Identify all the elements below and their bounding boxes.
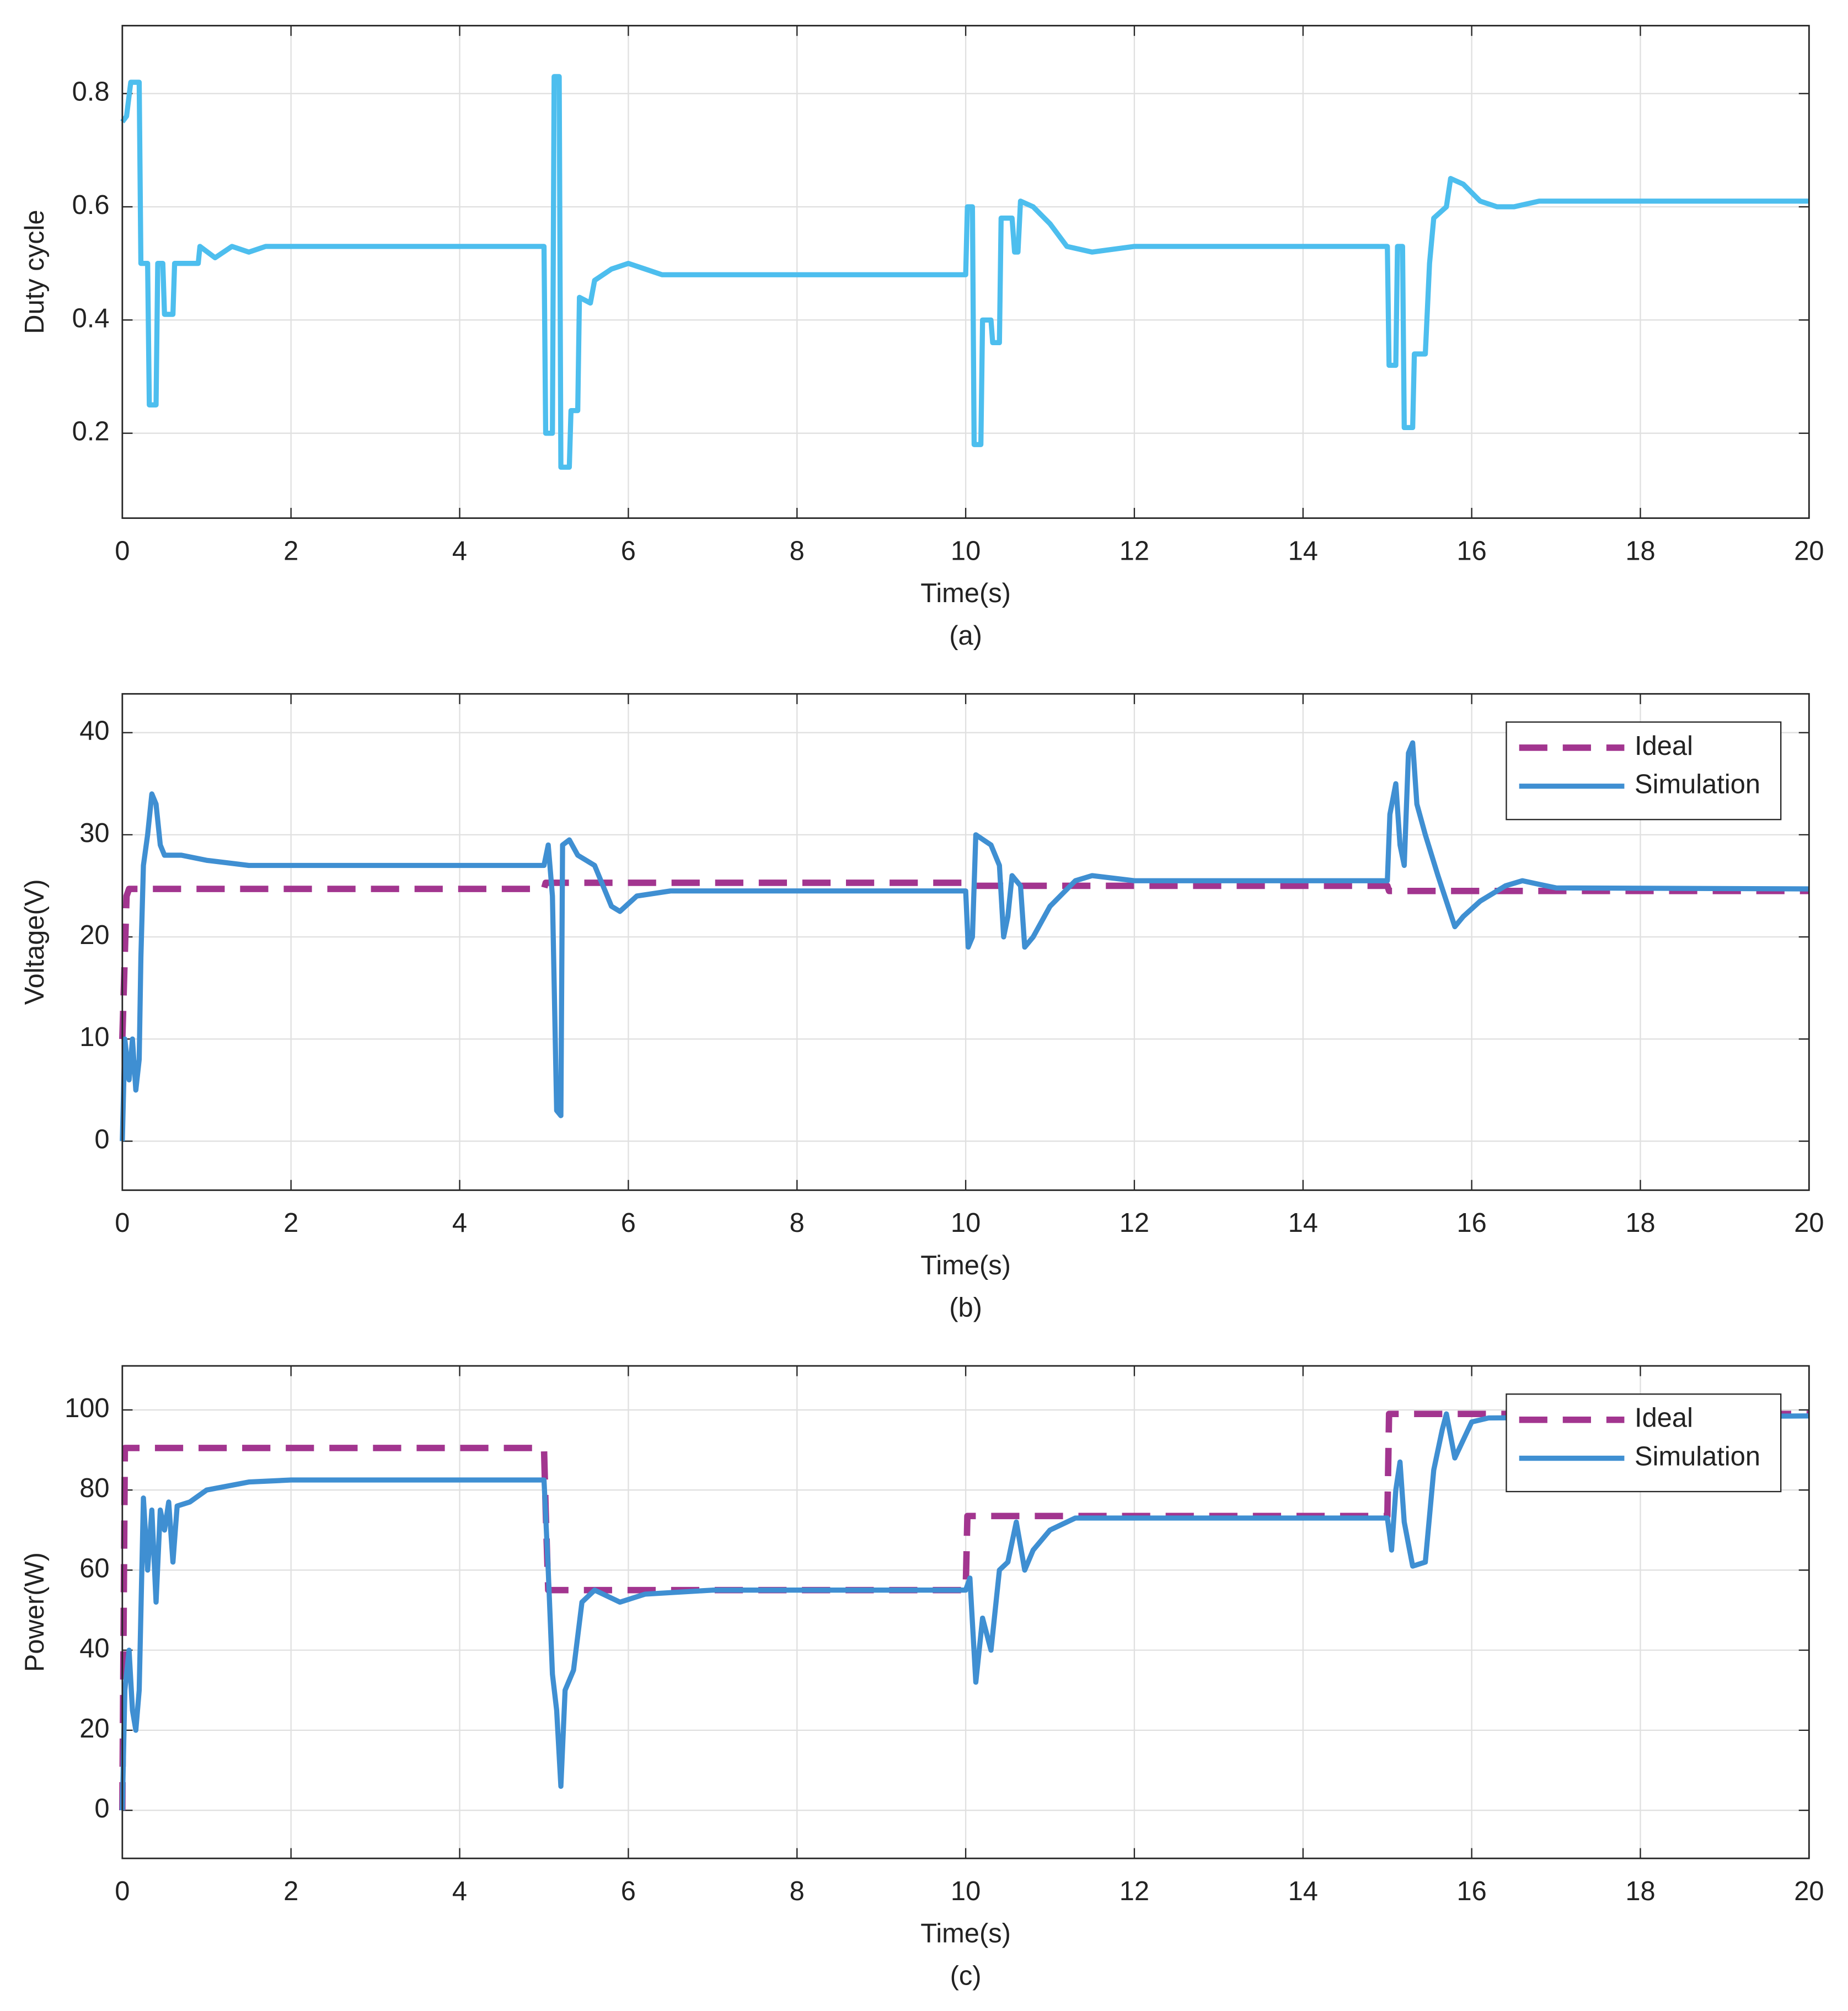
x-tick-label: 4 xyxy=(452,1876,467,1906)
x-tick-label: 20 xyxy=(1794,536,1824,566)
caption: (a) xyxy=(949,621,982,651)
x-tick-label: 12 xyxy=(1119,536,1149,566)
series-line xyxy=(119,1411,1809,1811)
x-tick-label: 12 xyxy=(1119,1876,1149,1906)
y-tick-label: 0 xyxy=(94,1124,109,1154)
x-tick-label: 14 xyxy=(1288,1876,1318,1906)
x-tick-label: 16 xyxy=(1457,1208,1487,1238)
y-tick-label: 60 xyxy=(79,1553,109,1583)
y-tick-label: 20 xyxy=(79,920,109,950)
x-axis-label: Time(s) xyxy=(920,578,1011,608)
x-tick-label: 20 xyxy=(1794,1876,1824,1906)
caption: (c) xyxy=(950,1961,982,1991)
y-tick-label: 0.4 xyxy=(72,303,110,333)
x-tick-label: 10 xyxy=(951,536,981,566)
x-tick-label: 16 xyxy=(1457,536,1487,566)
x-tick-label: 12 xyxy=(1119,1208,1149,1238)
plot-frame xyxy=(121,693,1810,1191)
x-tick-label: 8 xyxy=(790,1876,805,1906)
legend-label: Simulation xyxy=(1635,770,1760,800)
x-tick-label: 4 xyxy=(452,536,467,566)
series-line xyxy=(119,880,1809,1039)
x-tick-label: 0 xyxy=(115,1208,130,1238)
y-tick-label: 20 xyxy=(79,1714,109,1744)
legend-label: Ideal xyxy=(1635,731,1693,761)
x-tick-label: 18 xyxy=(1625,1208,1655,1238)
legend-box xyxy=(1506,721,1782,821)
x-tick-label: 14 xyxy=(1288,1208,1318,1238)
y-tick-label: 10 xyxy=(79,1022,109,1052)
y-tick-label: 0.2 xyxy=(72,417,110,447)
x-tick-label: 2 xyxy=(283,1208,298,1238)
legend-label: Ideal xyxy=(1635,1403,1693,1433)
x-tick-label: 18 xyxy=(1625,536,1655,566)
x-tick-label: 0 xyxy=(115,1876,130,1906)
x-tick-label: 10 xyxy=(951,1876,981,1906)
x-axis-label: Time(s) xyxy=(920,1251,1011,1280)
legend-box xyxy=(1506,1393,1782,1493)
plot-frame xyxy=(121,1365,1810,1859)
x-tick-label: 8 xyxy=(790,536,805,566)
y-tick-label: 100 xyxy=(65,1393,109,1423)
caption: (b) xyxy=(949,1293,982,1323)
series-line xyxy=(120,1411,1809,1811)
x-tick-label: 0 xyxy=(115,536,130,566)
y-tick-label: 0.6 xyxy=(72,190,110,220)
series-line xyxy=(120,740,1809,1141)
x-tick-label: 18 xyxy=(1625,1876,1655,1906)
x-tick-label: 16 xyxy=(1457,1876,1487,1906)
x-tick-label: 8 xyxy=(790,1208,805,1238)
x-tick-label: 14 xyxy=(1288,536,1318,566)
x-tick-label: 6 xyxy=(621,1876,636,1906)
x-tick-label: 10 xyxy=(951,1208,981,1238)
y-tick-label: 0 xyxy=(94,1794,109,1824)
y-tick-label: 30 xyxy=(79,818,109,848)
x-tick-label: 20 xyxy=(1794,1208,1824,1238)
y-tick-label: 80 xyxy=(79,1473,109,1503)
y-axis-label: Voltage(V) xyxy=(20,879,50,1005)
x-tick-label: 6 xyxy=(621,536,636,566)
y-axis-label: Power(W) xyxy=(20,1552,50,1672)
series-line xyxy=(120,74,1809,470)
x-tick-label: 2 xyxy=(283,536,298,566)
y-tick-label: 40 xyxy=(79,1634,109,1664)
plot-frame xyxy=(121,25,1810,519)
x-tick-label: 2 xyxy=(283,1876,298,1906)
legend-label: Simulation xyxy=(1635,1441,1760,1471)
y-tick-label: 40 xyxy=(79,716,109,746)
x-axis-label: Time(s) xyxy=(920,1919,1011,1949)
x-tick-label: 4 xyxy=(452,1208,467,1238)
y-tick-label: 0.8 xyxy=(72,77,110,107)
y-axis-label: Duty cycle xyxy=(20,210,50,334)
x-tick-label: 6 xyxy=(621,1208,636,1238)
